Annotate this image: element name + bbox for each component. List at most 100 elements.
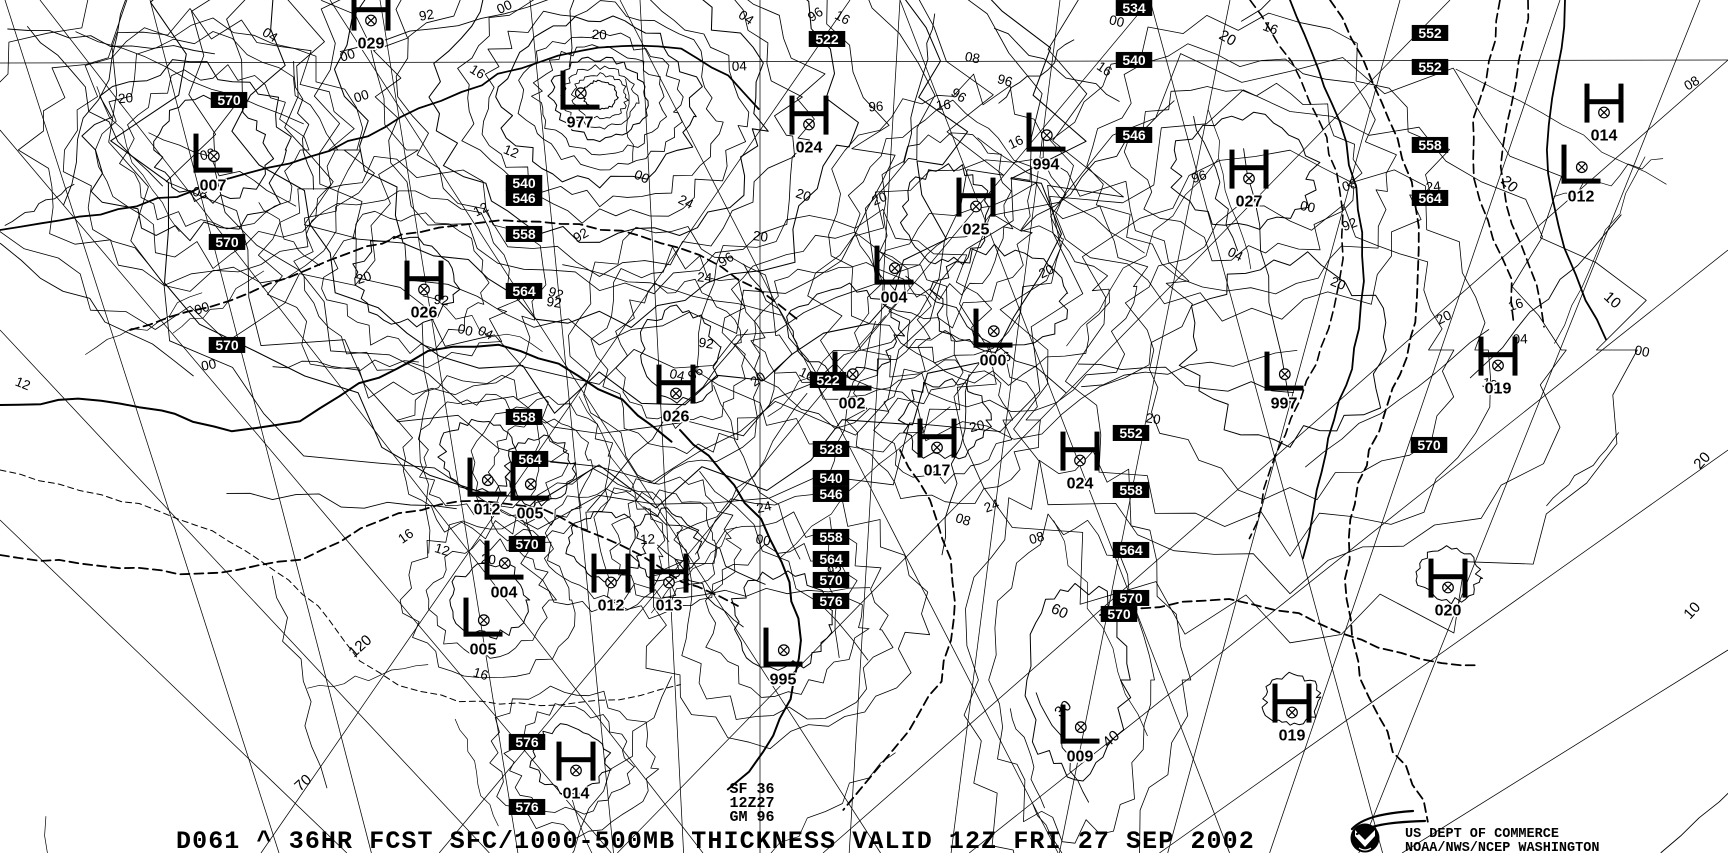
svg-text:20: 20 (118, 90, 134, 106)
svg-text:GM 96: GM 96 (729, 809, 774, 826)
svg-text:00: 00 (352, 87, 371, 106)
svg-text:16: 16 (1094, 58, 1115, 79)
svg-text:12: 12 (640, 531, 656, 547)
svg-text:16: 16 (467, 61, 488, 82)
svg-text:004: 004 (881, 290, 908, 307)
svg-text:20: 20 (1216, 27, 1239, 50)
svg-text:570: 570 (215, 234, 239, 250)
svg-text:564: 564 (819, 551, 843, 567)
svg-text:564: 564 (512, 283, 536, 299)
svg-text:576: 576 (515, 799, 539, 815)
svg-text:24: 24 (676, 192, 697, 212)
svg-text:576: 576 (515, 734, 539, 750)
svg-text:012: 012 (598, 598, 625, 615)
svg-text:997: 997 (1271, 396, 1298, 413)
svg-text:534: 534 (1122, 0, 1146, 16)
svg-text:564: 564 (1418, 190, 1442, 206)
svg-text:005: 005 (470, 642, 497, 659)
svg-text:558: 558 (512, 226, 536, 242)
svg-text:96: 96 (948, 85, 969, 106)
svg-text:558: 558 (1418, 137, 1442, 153)
svg-text:12: 12 (433, 540, 452, 559)
svg-text:027: 027 (1236, 194, 1263, 211)
svg-text:20: 20 (748, 369, 769, 390)
svg-text:16: 16 (471, 665, 490, 684)
svg-text:540: 540 (512, 175, 536, 191)
svg-text:012: 012 (1568, 189, 1595, 206)
svg-text:16: 16 (395, 526, 416, 547)
svg-text:08: 08 (1681, 73, 1702, 94)
svg-text:96: 96 (868, 99, 884, 115)
svg-text:570: 570 (215, 337, 239, 353)
svg-text:558: 558 (819, 529, 843, 545)
svg-text:08: 08 (1027, 529, 1046, 548)
svg-text:60: 60 (1048, 600, 1070, 622)
svg-text:US DEPT OF COMMERCE: US DEPT OF COMMERCE (1405, 827, 1559, 842)
svg-text:995: 995 (770, 672, 797, 689)
svg-text:D061 ^ 36HR FCST SFC/1000-5: D061 ^ 36HR FCST SFC/1000-500MB THICKNES… (176, 827, 1255, 853)
svg-text:540: 540 (819, 470, 843, 486)
svg-text:025: 025 (963, 222, 990, 239)
svg-text:994: 994 (1033, 157, 1060, 174)
svg-text:24: 24 (982, 496, 1002, 515)
svg-text:558: 558 (1119, 482, 1143, 498)
svg-text:NOAA/NWS/NCEP WASHINGTON: NOAA/NWS/NCEP WASHINGTON (1405, 841, 1599, 853)
svg-text:70: 70 (291, 771, 315, 795)
svg-text:00: 00 (456, 321, 474, 339)
svg-text:20: 20 (794, 186, 813, 205)
svg-text:10: 10 (1600, 288, 1624, 312)
svg-text:024: 024 (796, 140, 823, 157)
svg-text:020: 020 (1435, 603, 1462, 620)
svg-text:92: 92 (418, 6, 435, 23)
svg-text:014: 014 (1591, 128, 1618, 145)
svg-text:24: 24 (755, 498, 773, 516)
svg-text:002: 002 (839, 396, 866, 413)
svg-text:24: 24 (696, 269, 713, 285)
svg-text:08: 08 (954, 510, 973, 529)
svg-text:026: 026 (411, 305, 438, 322)
svg-text:20: 20 (592, 27, 607, 42)
svg-text:014: 014 (563, 786, 590, 803)
svg-text:546: 546 (512, 190, 536, 206)
svg-text:570: 570 (217, 92, 241, 108)
svg-text:04: 04 (731, 58, 747, 74)
svg-text:12: 12 (13, 374, 33, 393)
svg-text:012: 012 (474, 502, 501, 519)
svg-text:10: 10 (1680, 599, 1704, 623)
svg-text:12: 12 (501, 142, 521, 162)
svg-text:004: 004 (491, 585, 518, 602)
svg-text:000: 000 (980, 353, 1007, 370)
svg-text:08: 08 (964, 49, 982, 66)
svg-text:005: 005 (517, 506, 544, 523)
svg-text:570: 570 (1119, 590, 1143, 606)
svg-text:20: 20 (1690, 449, 1714, 473)
svg-text:540: 540 (1122, 52, 1146, 68)
svg-text:977: 977 (567, 115, 594, 132)
svg-text:40: 40 (1099, 727, 1123, 751)
svg-text:019: 019 (1485, 381, 1512, 398)
svg-text:017: 017 (924, 463, 951, 480)
svg-text:12: 12 (471, 199, 491, 219)
svg-text:16: 16 (1261, 18, 1280, 37)
svg-text:16: 16 (1006, 132, 1026, 152)
svg-text:04: 04 (736, 7, 757, 28)
svg-text:007: 007 (200, 178, 227, 195)
svg-text:92: 92 (698, 335, 715, 352)
svg-text:20: 20 (752, 228, 769, 245)
svg-text:552: 552 (1119, 425, 1143, 441)
svg-text:00: 00 (200, 356, 218, 374)
svg-text:570: 570 (1417, 437, 1441, 453)
svg-text:04: 04 (260, 25, 281, 46)
svg-text:522: 522 (816, 372, 840, 388)
svg-text:024: 024 (1067, 476, 1094, 493)
svg-text:546: 546 (1122, 127, 1146, 143)
svg-text:013: 013 (656, 598, 683, 615)
svg-text:009: 009 (1067, 749, 1094, 766)
svg-text:20: 20 (354, 268, 373, 287)
svg-text:546: 546 (819, 486, 843, 502)
svg-text:96: 96 (805, 4, 826, 25)
svg-text:576: 576 (819, 593, 843, 609)
svg-text:16: 16 (935, 97, 951, 113)
svg-text:564: 564 (1119, 542, 1143, 558)
svg-text:552: 552 (1418, 25, 1442, 41)
